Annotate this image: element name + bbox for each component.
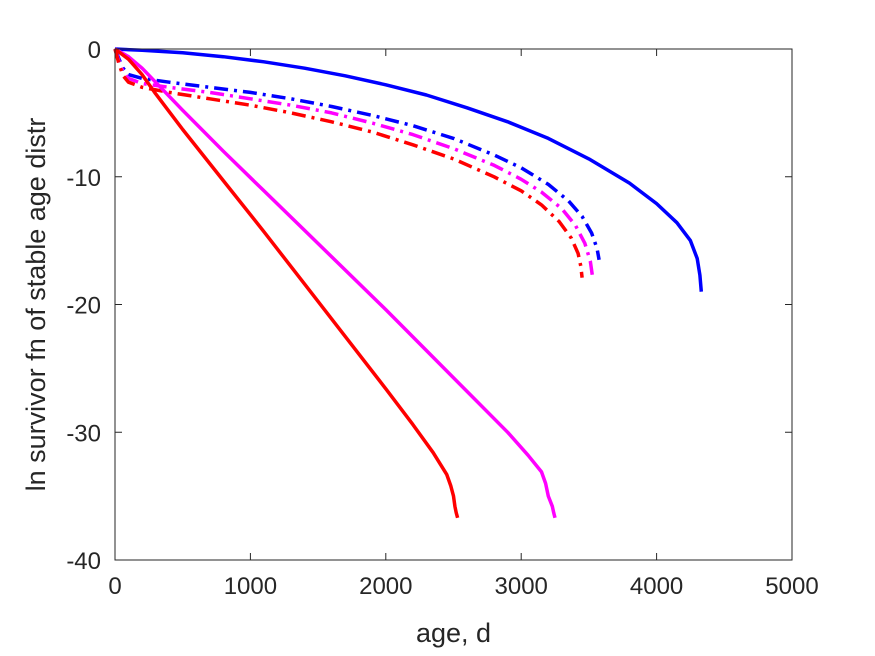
x-tick-label: 5000 bbox=[765, 573, 818, 600]
x-tick-label: 3000 bbox=[495, 573, 548, 600]
series-line-2 bbox=[113, 48, 601, 261]
y-tick-label: 0 bbox=[88, 37, 101, 64]
series-layer bbox=[113, 47, 704, 519]
x-axis-label: age, d bbox=[416, 618, 491, 648]
y-tick-label: -10 bbox=[66, 165, 101, 192]
x-tick-label: 1000 bbox=[224, 573, 277, 600]
x-tick-label: 0 bbox=[108, 573, 121, 600]
y-tick-label: -30 bbox=[66, 420, 101, 447]
axes-layer: 0 1000 2000 3000 4000 5000 0 -10 -20 -30 -40 bbox=[66, 37, 818, 600]
series-line-5 bbox=[114, 47, 557, 519]
series-line-6 bbox=[113, 47, 460, 519]
series-line-1 bbox=[114, 47, 704, 292]
y-tick-label: -40 bbox=[66, 548, 101, 575]
x-tick-label: 4000 bbox=[630, 573, 683, 600]
series-line-3 bbox=[113, 48, 595, 276]
series-line-4 bbox=[113, 48, 584, 278]
x-tick-label: 2000 bbox=[359, 573, 412, 600]
y-tick-label: -20 bbox=[66, 293, 101, 320]
plot-area bbox=[115, 49, 792, 560]
y-axis-label: ln survivor fn of stable age distr bbox=[21, 118, 51, 492]
